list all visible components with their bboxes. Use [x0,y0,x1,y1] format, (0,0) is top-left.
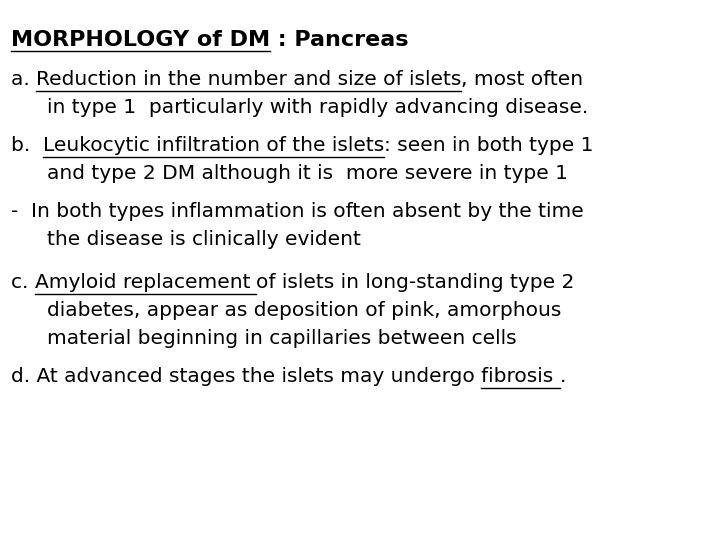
Text: b.: b. [11,136,42,155]
Text: a.: a. [11,70,36,89]
Text: Amyloid replacement: Amyloid replacement [35,273,256,292]
Text: material beginning in capillaries between cells: material beginning in capillaries betwee… [47,329,516,348]
Text: diabetes, appear as deposition of pink, amorphous: diabetes, appear as deposition of pink, … [47,301,561,320]
Text: Reduction in the number and size of islets: Reduction in the number and size of isle… [36,70,462,89]
Text: d. At advanced stages the islets may undergo: d. At advanced stages the islets may und… [11,367,481,386]
Text: : Pancreas: : Pancreas [270,30,408,50]
Text: .: . [559,367,566,386]
Text: of islets in long-standing type 2: of islets in long-standing type 2 [256,273,575,292]
Text: and type 2 DM although it is  more severe in type 1: and type 2 DM although it is more severe… [47,164,568,183]
Text: c.: c. [11,273,35,292]
Text: fibrosis: fibrosis [481,367,559,386]
Text: in type 1  particularly with rapidly advancing disease.: in type 1 particularly with rapidly adva… [47,98,588,117]
Text: the disease is clinically evident: the disease is clinically evident [47,230,361,249]
Text: Leukocytic infiltration of the islets: Leukocytic infiltration of the islets [42,136,384,155]
Text: : seen in both type 1: : seen in both type 1 [384,136,593,155]
Text: MORPHOLOGY of DM: MORPHOLOGY of DM [11,30,270,50]
Text: , most often: , most often [462,70,583,89]
Text: -  In both types inflammation is often absent by the time: - In both types inflammation is often ab… [11,202,583,221]
